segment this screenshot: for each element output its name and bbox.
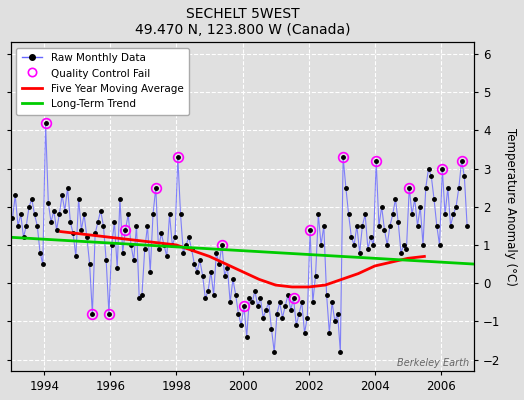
Legend: Raw Monthly Data, Quality Control Fail, Five Year Moving Average, Long-Term Tren: Raw Monthly Data, Quality Control Fail, … xyxy=(16,48,189,115)
Title: SECHELT 5WEST
49.470 N, 123.800 W (Canada): SECHELT 5WEST 49.470 N, 123.800 W (Canad… xyxy=(135,7,351,37)
Y-axis label: Temperature Anomaly (°C): Temperature Anomaly (°C) xyxy=(504,128,517,286)
Text: Berkeley Earth: Berkeley Earth xyxy=(397,358,470,368)
